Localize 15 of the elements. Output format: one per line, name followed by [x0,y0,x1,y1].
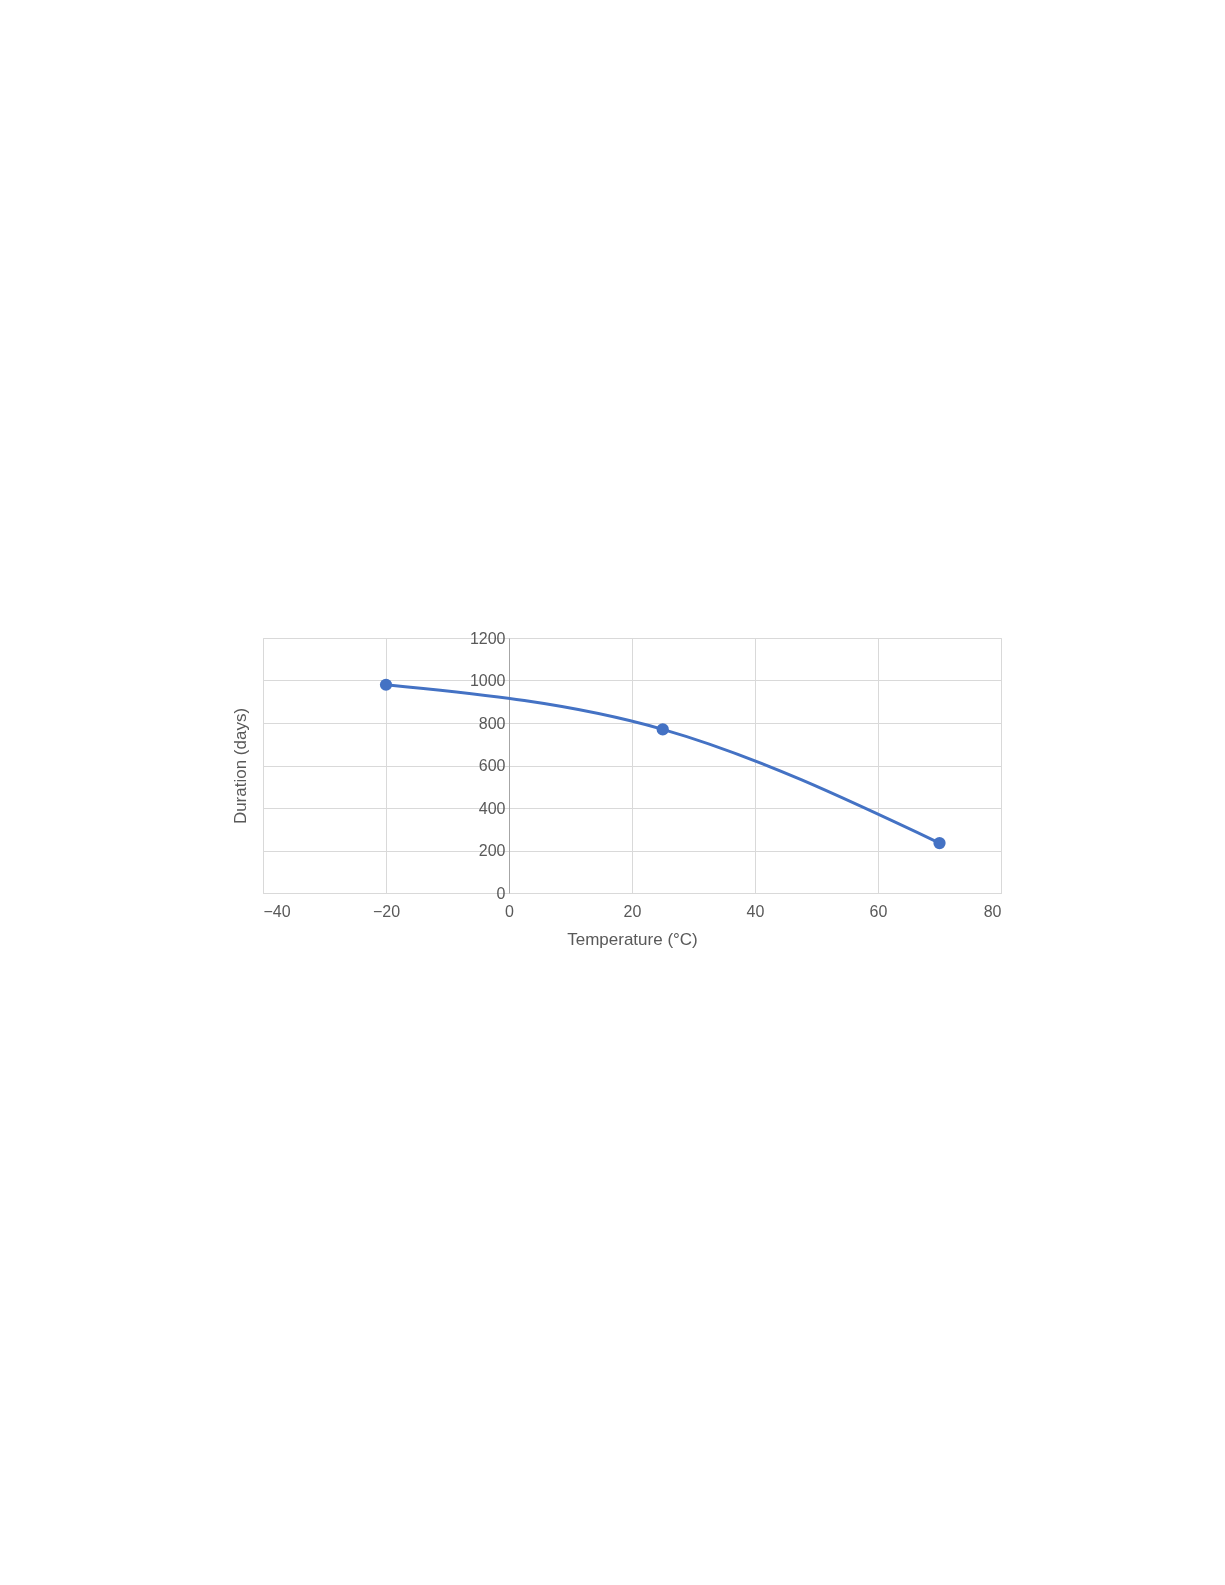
x-tick-label: 20 [623,902,642,920]
y-tick-label: 1000 [469,672,506,689]
x-tick-label: −40 [263,902,291,920]
y-tick-label: 600 [478,757,506,774]
y-tick-label: 1200 [469,629,506,647]
x-tick-label: 40 [746,902,765,920]
y-tick-label: 200 [478,842,506,859]
x-tick-label: 80 [983,902,1002,920]
y-axis-title: Duration (days) [230,707,250,825]
y-tick-label: 800 [478,714,506,732]
x-tick-label: −20 [372,902,401,920]
x-tick-label: 60 [869,902,888,920]
y-tick-label: 0 [496,884,506,902]
y-tick-label: 400 [478,799,506,817]
x-axis-title: Temperature (°C) [567,929,698,949]
